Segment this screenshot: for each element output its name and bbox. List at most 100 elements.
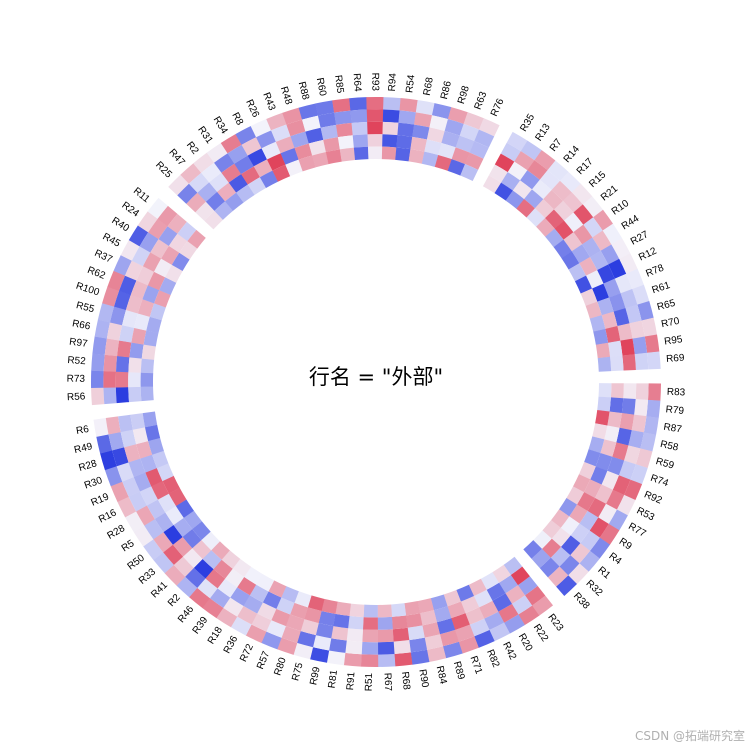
heatmap-cell (128, 372, 141, 388)
heatmap-cell (214, 201, 234, 220)
heatmap-cell (559, 171, 581, 193)
heatmap-cell (119, 275, 137, 296)
heatmap-cell (186, 192, 207, 213)
row-label: R37 (93, 248, 115, 266)
heatmap-cell (516, 199, 536, 218)
heatmap-cell (124, 444, 141, 463)
heatmap-cell (157, 205, 178, 227)
heatmap-cell (511, 595, 533, 615)
row-label: R46 (176, 604, 196, 626)
heatmap-cell (115, 371, 129, 388)
heatmap-cell (154, 258, 172, 278)
row-label: R25 (153, 160, 174, 181)
heatmap-cell (118, 414, 133, 433)
heatmap-cell (608, 293, 626, 312)
row-label: R16 (97, 507, 119, 525)
row-label: R11 (131, 186, 152, 206)
heatmap-cell (114, 290, 131, 311)
heatmap-cell (620, 338, 635, 356)
heatmap-cell (608, 509, 628, 531)
heatmap-cell (216, 607, 238, 628)
heatmap-cell (501, 172, 521, 191)
heatmap-cell (131, 327, 147, 345)
heatmap-cell (503, 614, 525, 634)
heatmap-cell (579, 550, 600, 572)
heatmap-cell (136, 440, 153, 459)
heatmap-cell (582, 196, 604, 218)
row-label: R4 (607, 551, 624, 568)
chart-title: 行名 = "外部" (309, 365, 443, 389)
heatmap-cell (351, 121, 368, 136)
heatmap-cell (320, 124, 339, 140)
row-label: R35 (518, 112, 537, 134)
heatmap-cell (559, 498, 578, 517)
row-label: R15 (587, 169, 608, 190)
heatmap-cell (417, 598, 434, 614)
heatmap-cell (608, 340, 623, 357)
heatmap-cell (92, 336, 107, 355)
heatmap-cell (227, 144, 248, 164)
row-label: R14 (562, 144, 583, 165)
row-label: R24 (120, 200, 142, 220)
heatmap-cell (157, 493, 176, 513)
heatmap-cell (175, 499, 194, 518)
heatmap-cell (185, 567, 206, 588)
row-label: R91 (345, 671, 358, 691)
heatmap-cell (604, 425, 620, 443)
heatmap-cell (183, 510, 202, 530)
heatmap-cell (451, 147, 470, 165)
heatmap-cell (414, 112, 433, 128)
heatmap-cell (148, 437, 164, 455)
heatmap-cell (500, 142, 522, 162)
heatmap-cell (173, 556, 194, 577)
heatmap-cell (598, 503, 617, 525)
row-label: R76 (489, 97, 507, 119)
heatmap-cell (506, 131, 528, 152)
heatmap-cell (156, 463, 174, 482)
heatmap-cell (192, 521, 211, 540)
heatmap-cell (408, 149, 425, 164)
heatmap-cell (247, 177, 267, 195)
heatmap-cell (315, 623, 334, 639)
heatmap-cell (146, 316, 162, 334)
heatmap-cell (382, 121, 399, 136)
heatmap-cell (298, 155, 316, 172)
heatmap-cell (90, 370, 104, 388)
heatmap-cell (161, 245, 180, 265)
row-label: R10 (610, 198, 632, 218)
row-label: R77 (626, 521, 648, 540)
heatmap-cell (607, 411, 622, 429)
heatmap-cell (211, 541, 230, 560)
heatmap-cell (349, 97, 367, 111)
heatmap-cell (266, 112, 287, 131)
row-label: R65 (656, 298, 677, 313)
heatmap-cell (534, 199, 555, 219)
heatmap-cell (141, 344, 156, 360)
heatmap-cell (451, 613, 470, 630)
heatmap-cell (266, 153, 286, 171)
heatmap-cell (204, 210, 224, 230)
heatmap-cell (622, 354, 636, 371)
heatmap-cell (104, 466, 123, 487)
heatmap-cell (261, 141, 281, 160)
heatmap-cell (601, 311, 618, 330)
row-label: R7 (548, 137, 565, 154)
heatmap-cell (309, 647, 330, 663)
heatmap-cell (564, 212, 584, 233)
heatmap-cell (112, 447, 129, 467)
heatmap-cell (282, 107, 303, 125)
heatmap-cell (597, 356, 612, 372)
heatmap-cell (142, 285, 160, 304)
heatmap-cell (102, 286, 120, 307)
heatmap-cell (119, 325, 135, 343)
heatmap-cell (579, 256, 598, 276)
heatmap-cell (459, 123, 480, 142)
heatmap-cell (168, 174, 190, 196)
heatmap-cell (610, 355, 624, 372)
heatmap-cell (192, 539, 212, 560)
row-label: R100 (74, 281, 101, 299)
heatmap-cell (271, 124, 291, 142)
heatmap-cell (394, 652, 413, 667)
heatmap-cell (148, 218, 168, 240)
heatmap-cell (607, 456, 625, 476)
